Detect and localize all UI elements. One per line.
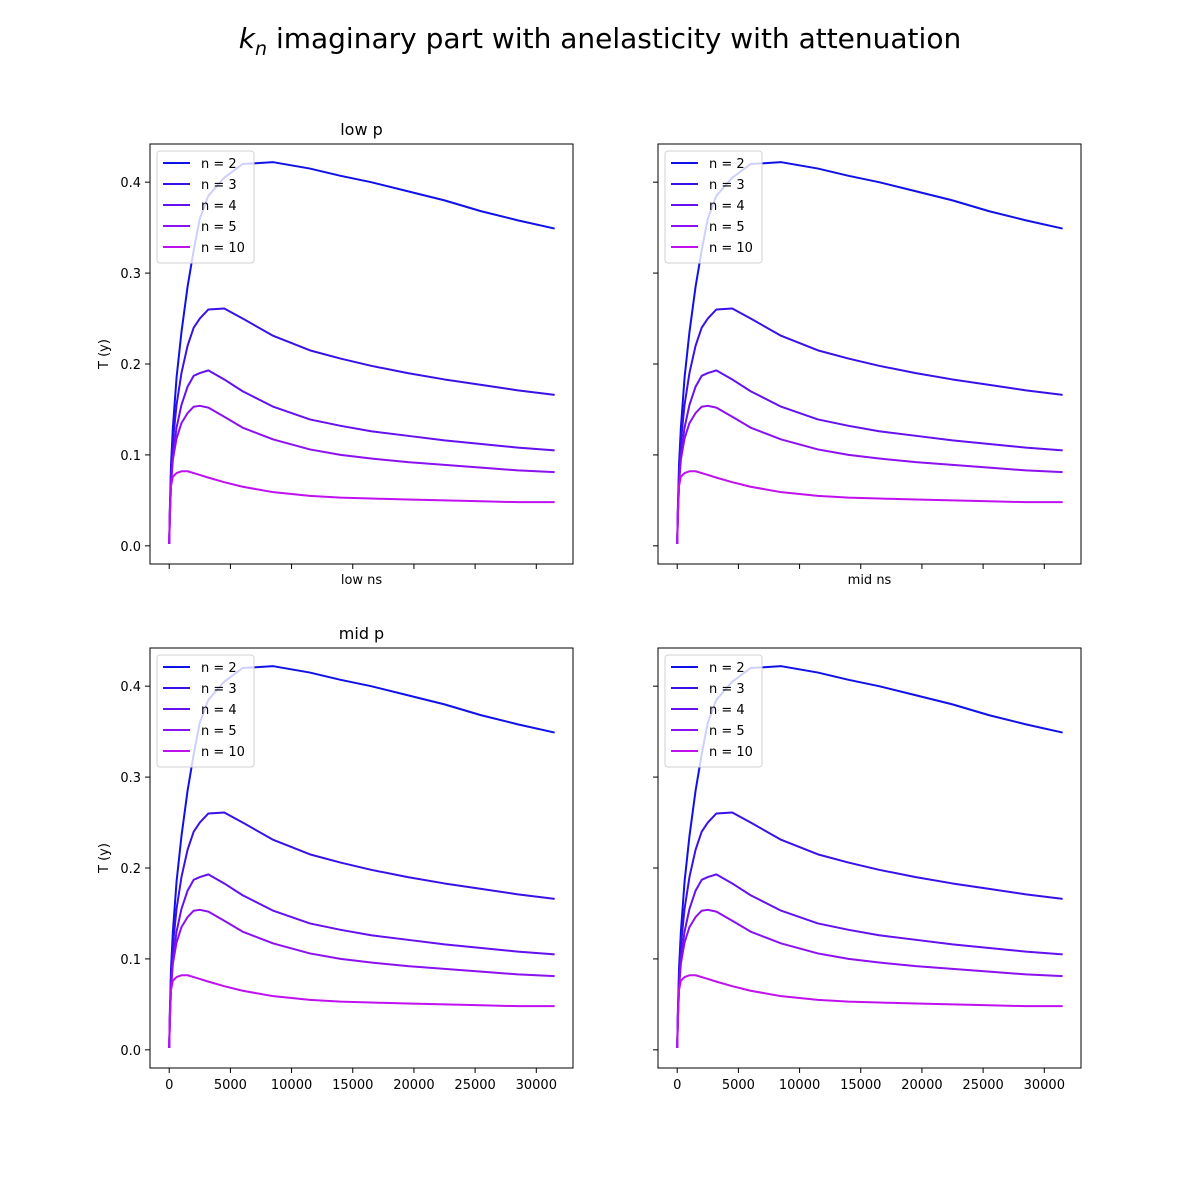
x-tick-label: 15000 bbox=[332, 1078, 373, 1093]
x-tick-label: 15000 bbox=[840, 1078, 881, 1093]
axes-frame bbox=[657, 143, 1082, 565]
x-tick-label: 20000 bbox=[393, 1078, 434, 1093]
legend-label: n = 10 bbox=[201, 241, 245, 256]
y-tick-label: 0.1 bbox=[120, 449, 141, 464]
series-group bbox=[676, 161, 1063, 545]
series-line-n4 bbox=[168, 369, 555, 545]
series-line-n10 bbox=[168, 974, 555, 1049]
figure-title: kn imaginary part with anelasticity with… bbox=[239, 22, 961, 60]
x-tick-label: 5000 bbox=[214, 1078, 247, 1093]
y-tick-label: 0.0 bbox=[120, 540, 141, 555]
legend: n = 2 n = 3 n = 4 n = 5 n = 10 bbox=[664, 150, 763, 264]
y-tick-label: 0.0 bbox=[120, 1044, 141, 1059]
legend-label: n = 10 bbox=[709, 241, 753, 256]
y-tick-label: 0.1 bbox=[120, 953, 141, 968]
y-tick-label: 0.3 bbox=[120, 771, 141, 786]
legend-label: n = 10 bbox=[709, 745, 753, 760]
subplot-title: low p bbox=[340, 120, 383, 139]
legend: n = 2 n = 3 n = 4 n = 5 n = 10 bbox=[156, 654, 255, 768]
legend-label: n = 5 bbox=[709, 724, 745, 739]
series-line-n3 bbox=[168, 811, 555, 1049]
x-tick-label: 25000 bbox=[962, 1078, 1003, 1093]
legend-box bbox=[664, 150, 763, 264]
legend-box bbox=[664, 654, 763, 768]
x-tick-label: 10000 bbox=[271, 1078, 312, 1093]
legend-label: n = 2 bbox=[201, 157, 237, 172]
y-tick-label: 0.4 bbox=[120, 176, 141, 191]
series-line-n3 bbox=[676, 307, 1063, 545]
series-line-n5 bbox=[676, 404, 1063, 545]
legend-label: n = 5 bbox=[709, 220, 745, 235]
series-line-n4 bbox=[168, 873, 555, 1049]
figure-title-text: imaginary part with anelasticity with at… bbox=[267, 22, 961, 55]
axes-frame bbox=[657, 647, 1082, 1069]
legend-label: n = 3 bbox=[709, 682, 745, 697]
legend-label: n = 5 bbox=[201, 220, 237, 235]
y-axis-label: T (y) bbox=[97, 843, 112, 874]
series-line-n3 bbox=[168, 307, 555, 545]
series-line-n5 bbox=[676, 908, 1063, 1049]
y-tick-label: 0.3 bbox=[120, 267, 141, 282]
y-tick-label: 0.2 bbox=[120, 862, 141, 877]
legend-label: n = 3 bbox=[201, 178, 237, 193]
axes-frame bbox=[149, 143, 574, 565]
legend: n = 2 n = 3 n = 4 n = 5 n = 10 bbox=[156, 150, 255, 264]
x-tick-label: 30000 bbox=[516, 1078, 557, 1093]
figure-title-subscript: n bbox=[255, 38, 267, 60]
series-line-n4 bbox=[676, 873, 1063, 1049]
x-tick-label: 20000 bbox=[901, 1078, 942, 1093]
legend-label: n = 10 bbox=[201, 745, 245, 760]
x-tick-label: 5000 bbox=[722, 1078, 755, 1093]
legend-label: n = 2 bbox=[201, 661, 237, 676]
legend-label: n = 2 bbox=[709, 661, 745, 676]
x-tick-label: 25000 bbox=[454, 1078, 495, 1093]
legend-label: n = 4 bbox=[201, 199, 237, 214]
legend-label: n = 4 bbox=[201, 703, 237, 718]
y-axis-label: T (y) bbox=[97, 339, 112, 370]
y-tick-label: 0.4 bbox=[120, 680, 141, 695]
legend-box bbox=[156, 150, 255, 264]
x-tick-label: 30000 bbox=[1024, 1078, 1065, 1093]
legend-label: n = 3 bbox=[709, 178, 745, 193]
series-line-n10 bbox=[168, 470, 555, 545]
legend-box bbox=[156, 654, 255, 768]
x-tick-label: 0 bbox=[165, 1078, 173, 1093]
series-line-n3 bbox=[676, 811, 1063, 1049]
legend-label: n = 2 bbox=[709, 157, 745, 172]
y-tick-label: 0.2 bbox=[120, 358, 141, 373]
series-line-n5 bbox=[168, 404, 555, 545]
series-line-n5 bbox=[168, 908, 555, 1049]
legend-label: n = 5 bbox=[201, 724, 237, 739]
legend-label: n = 3 bbox=[201, 682, 237, 697]
figure-title-symbol: k bbox=[239, 22, 257, 55]
axes-frame bbox=[149, 647, 574, 1069]
x-tick-label: 10000 bbox=[779, 1078, 820, 1093]
subplot-title: mid p bbox=[339, 624, 384, 643]
series-line-n10 bbox=[676, 974, 1063, 1049]
series-line-n10 bbox=[676, 470, 1063, 545]
legend-label: n = 4 bbox=[709, 703, 745, 718]
subplot-4: 0 5000 10000 15000 20000 25000 30000 n = 2 n = 3… bbox=[653, 647, 1082, 1093]
subplot-3: 0 5000 10000 15000 20000 25000 30000 0.0 0.1 0.2 0… bbox=[97, 624, 574, 1093]
subplot-2: mid ns n = 2 n = 3 n = 4 n = 5 n = 10 bbox=[653, 143, 1082, 588]
x-axis-label: low ns bbox=[341, 573, 383, 588]
x-axis-label: mid ns bbox=[848, 573, 892, 588]
series-line-n4 bbox=[676, 369, 1063, 545]
legend: n = 2 n = 3 n = 4 n = 5 n = 10 bbox=[664, 654, 763, 768]
x-tick-label: 0 bbox=[673, 1078, 681, 1093]
legend-label: n = 4 bbox=[709, 199, 745, 214]
series-group bbox=[168, 665, 555, 1049]
